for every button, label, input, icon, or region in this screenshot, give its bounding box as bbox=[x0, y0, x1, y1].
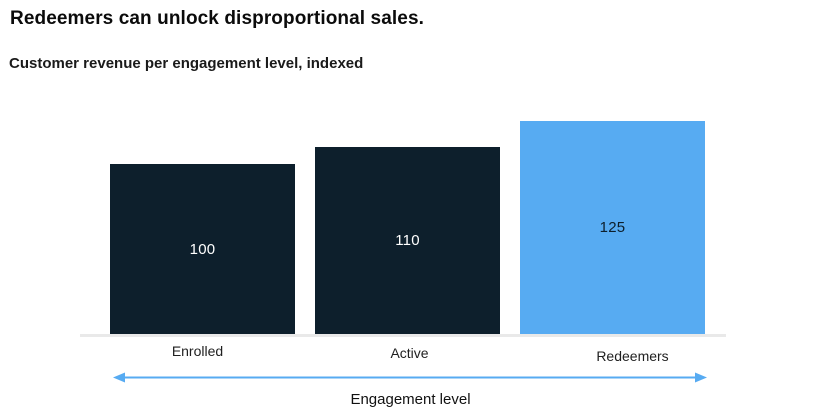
arrow-left-head bbox=[113, 372, 125, 383]
chart-title: Redeemers can unlock disproportional sal… bbox=[10, 8, 424, 29]
bar-value-label-active: 110 bbox=[395, 232, 420, 249]
x-axis-line bbox=[80, 334, 726, 337]
double-arrow-icon bbox=[113, 372, 707, 383]
x-tick-label-active: Active bbox=[390, 345, 429, 361]
bar-value-label-enrolled: 100 bbox=[189, 240, 216, 258]
chart-subtitle: Customer revenue per engagement level, i… bbox=[9, 55, 364, 72]
x-tick-label-enrolled: Enrolled bbox=[171, 343, 224, 359]
engagement-arrow bbox=[113, 371, 707, 384]
x-axis-title: Engagement level bbox=[350, 391, 471, 408]
bar-enrolled: 100 bbox=[110, 164, 295, 334]
bar-active: 110 bbox=[315, 147, 500, 334]
bar-redeemers: 125 bbox=[520, 121, 705, 334]
arrow-right-head bbox=[695, 372, 707, 383]
bar-value-label-redeemers: 125 bbox=[599, 219, 626, 236]
x-tick-label-redeemers: Redeemers bbox=[596, 348, 669, 364]
